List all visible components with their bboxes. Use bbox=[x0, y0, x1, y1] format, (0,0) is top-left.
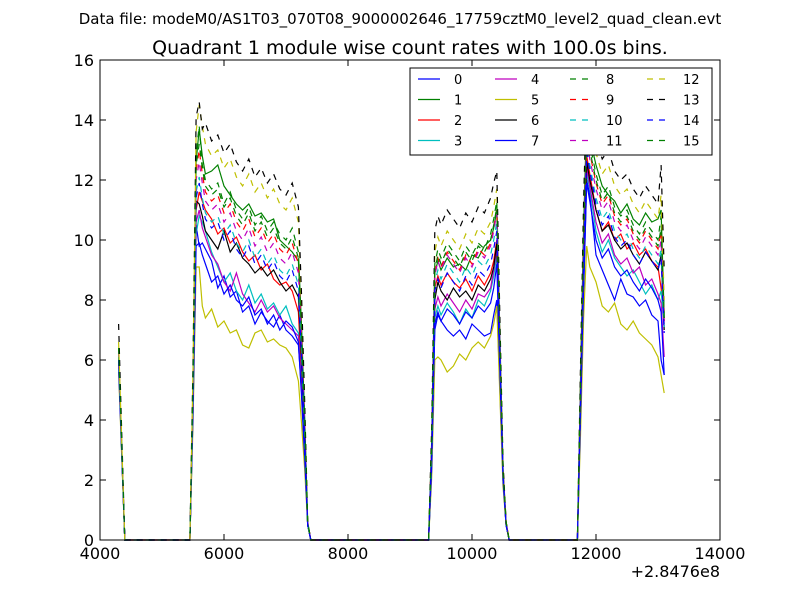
legend-label-6: 6 bbox=[531, 114, 539, 129]
legend-label-10: 10 bbox=[606, 114, 623, 129]
legend-label-5: 5 bbox=[531, 94, 539, 109]
legend-label-2: 2 bbox=[454, 114, 462, 129]
y-tick-label: 2 bbox=[84, 471, 94, 490]
legend-label-7: 7 bbox=[531, 135, 539, 150]
y-tick-label: 10 bbox=[74, 231, 94, 250]
x-tick-label: 14000 bbox=[695, 544, 746, 563]
series-line-4 bbox=[118, 167, 665, 541]
legend-label-4: 4 bbox=[531, 73, 539, 88]
series-line-7 bbox=[118, 182, 665, 541]
x-tick-label: 10000 bbox=[447, 544, 498, 563]
y-tick-label: 4 bbox=[84, 411, 94, 430]
x-tick-label: 4000 bbox=[80, 544, 121, 563]
y-tick-label: 8 bbox=[84, 291, 94, 310]
x-axis: 4000 6000 8000 10000 12000 14000 bbox=[80, 60, 746, 563]
chart-title: Quadrant 1 module wise count rates with … bbox=[152, 37, 668, 59]
plot-lines bbox=[118, 86, 665, 541]
x-tick-label: 6000 bbox=[204, 544, 245, 563]
series-line-14 bbox=[118, 152, 665, 541]
legend-label-9: 9 bbox=[606, 94, 614, 109]
y-tick-label: 14 bbox=[74, 111, 94, 130]
legend-label-1: 1 bbox=[454, 94, 462, 109]
series-line-8 bbox=[118, 122, 665, 541]
x-tick-label: 12000 bbox=[571, 544, 622, 563]
legend-label-12: 12 bbox=[683, 73, 700, 88]
y-tick-label: 12 bbox=[74, 171, 94, 190]
series-line-9 bbox=[118, 131, 665, 541]
y-tick-label: 16 bbox=[74, 51, 94, 70]
legend-label-14: 14 bbox=[683, 114, 700, 129]
series-line-13 bbox=[118, 86, 665, 541]
series-line-5 bbox=[118, 245, 665, 541]
legend-label-11: 11 bbox=[606, 135, 623, 150]
series-line-3 bbox=[118, 173, 665, 541]
y-tick-label: 0 bbox=[84, 531, 94, 550]
legend-label-13: 13 bbox=[683, 94, 700, 109]
legend-label-8: 8 bbox=[606, 73, 614, 88]
x-tick-label: 8000 bbox=[328, 544, 369, 563]
series-line-10 bbox=[118, 146, 665, 541]
x-offset-label: +2.8476e8 bbox=[631, 562, 720, 581]
series-line-11 bbox=[118, 137, 665, 541]
legend-label-3: 3 bbox=[454, 135, 462, 150]
series-line-15 bbox=[118, 128, 665, 541]
series-line-6 bbox=[118, 161, 665, 541]
y-tick-label: 6 bbox=[84, 351, 94, 370]
chart-suptitle: Data file: modeM0/AS1T03_070T08_90000026… bbox=[79, 10, 722, 29]
legend-label-15: 15 bbox=[683, 135, 700, 150]
legend-label-0: 0 bbox=[454, 73, 462, 88]
